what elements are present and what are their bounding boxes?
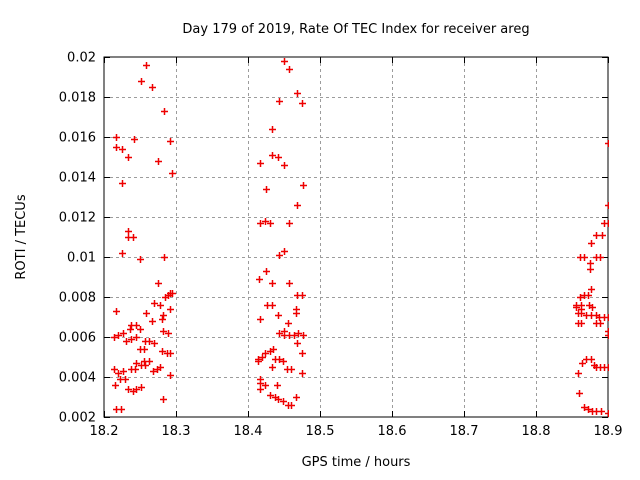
y-tick-label: 0.01 (67, 251, 96, 266)
x-tick-label: 18.8 (522, 424, 551, 439)
data-point-markers (111, 58, 609, 417)
y-tick-label: 0.004 (59, 371, 96, 386)
data-points (111, 58, 609, 417)
x-tick-label: 18.4 (234, 424, 263, 439)
y-tick-label: 0.016 (59, 131, 96, 146)
y-tick-label: 0.012 (59, 211, 96, 226)
y-tick-label: 0.02 (67, 51, 96, 66)
y-tick-label: 0.002 (59, 411, 96, 426)
gridlines (104, 57, 608, 417)
plot-border (103, 56, 609, 418)
x-tick-label: 18.5 (306, 424, 335, 439)
x-tick-label: 18.6 (378, 424, 407, 439)
x-axis-label: GPS time / hours (302, 455, 411, 470)
y-tick-label: 0.006 (59, 331, 96, 346)
y-tick-label: 0.018 (59, 91, 96, 106)
x-tick-label: 18.2 (90, 424, 119, 439)
x-tick-label: 18.7 (450, 424, 479, 439)
axis-ticks (104, 57, 609, 418)
y-tick-label: 0.008 (59, 291, 96, 306)
y-axis-label: ROTI / TECUs (14, 194, 29, 279)
x-tick-label: 18.9 (594, 424, 623, 439)
axis-tick-labels: 18.2 18.3 18.4 18.5 18.6 18.7 18.8 18.9 0.002 0.0… (59, 51, 623, 440)
y-tick-label: 0.014 (59, 171, 96, 186)
x-tick-label: 18.3 (162, 424, 191, 439)
chart-title: Day 179 of 2019, Rate Of TEC Index for r… (182, 22, 529, 37)
